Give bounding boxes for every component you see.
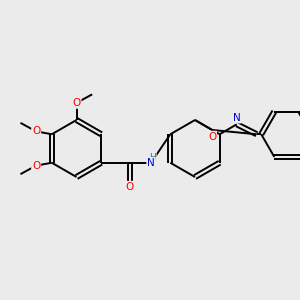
Text: O: O: [32, 160, 40, 171]
Text: H: H: [149, 153, 156, 162]
Text: N: N: [147, 158, 155, 168]
Text: O: O: [72, 98, 81, 108]
Text: O: O: [32, 126, 40, 136]
Text: O: O: [126, 182, 134, 192]
Text: N: N: [233, 113, 241, 123]
Text: O: O: [208, 132, 216, 142]
